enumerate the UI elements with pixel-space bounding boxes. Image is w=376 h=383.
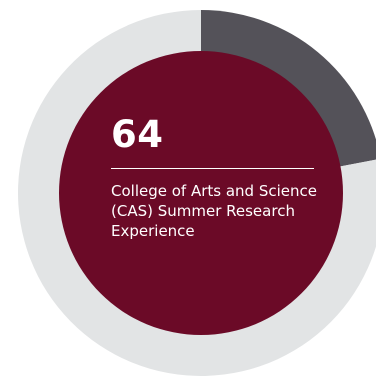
divider-line <box>111 168 314 169</box>
caption-label: College of Arts and Science (CAS) Summer… <box>111 182 317 240</box>
center-label: 64 College of Arts and Science (CAS) Sum… <box>111 115 321 241</box>
center-disc <box>59 51 343 335</box>
headline-value: 64 <box>111 113 164 156</box>
caption-text: College of Arts and Science (CAS) Summer… <box>111 181 321 241</box>
